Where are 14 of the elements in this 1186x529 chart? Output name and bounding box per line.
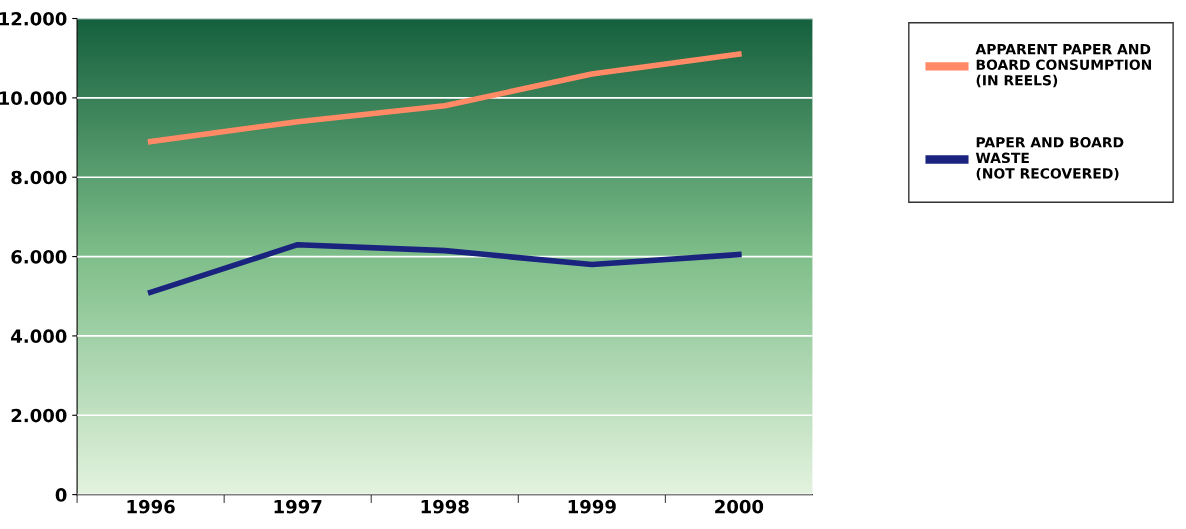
y-tick-label: 8.000 [11, 170, 67, 185]
legend-label: APPARENT PAPER AND BOARD CONSUMPTION (IN REELS) [975, 44, 1152, 88]
y-tick-label: 0 [55, 488, 67, 502]
y-tick-label: 4.000 [11, 329, 67, 344]
y-tick-label: 12.000 [0, 11, 67, 26]
y-tick-label: 2.000 [11, 408, 67, 423]
legend-label: PAPER AND BOARD WASTE (NOT RECOVERED) [975, 137, 1124, 181]
y-tick-label: 6.000 [11, 250, 67, 264]
x-tick-label: 2000 [715, 499, 764, 514]
x-tick-label: 1999 [568, 499, 616, 514]
y-tick-label: 10.000 [0, 91, 67, 105]
x-tick-label: 1997 [274, 499, 322, 514]
x-tick-label: 1996 [127, 499, 175, 514]
x-tick-label: 1998 [421, 499, 469, 514]
